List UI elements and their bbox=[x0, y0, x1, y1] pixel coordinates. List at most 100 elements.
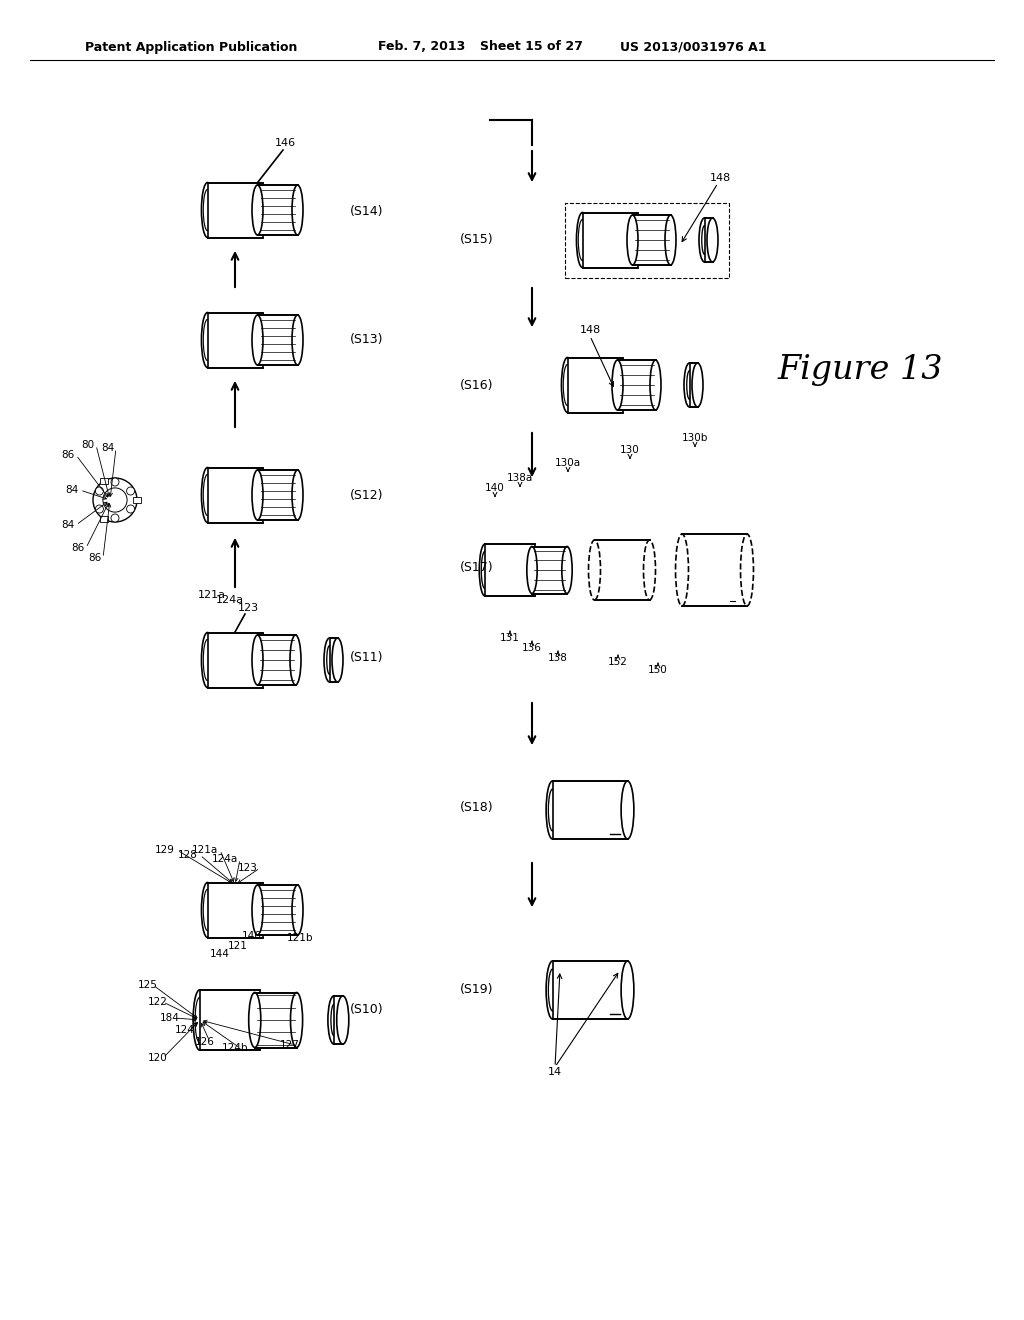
Text: 130b: 130b bbox=[682, 433, 709, 444]
Ellipse shape bbox=[202, 632, 214, 688]
Ellipse shape bbox=[643, 540, 655, 601]
Bar bbox=[257, 884, 298, 935]
Text: 128: 128 bbox=[178, 850, 198, 861]
Text: (S13): (S13) bbox=[350, 334, 384, 346]
Ellipse shape bbox=[202, 467, 214, 523]
Text: 120: 120 bbox=[148, 1053, 168, 1063]
Ellipse shape bbox=[650, 360, 662, 411]
Ellipse shape bbox=[327, 645, 332, 675]
Text: (S14): (S14) bbox=[350, 206, 384, 219]
Ellipse shape bbox=[699, 218, 710, 261]
Ellipse shape bbox=[202, 883, 214, 937]
FancyBboxPatch shape bbox=[100, 516, 108, 521]
Ellipse shape bbox=[252, 635, 263, 685]
Text: 86: 86 bbox=[72, 543, 85, 553]
Text: 125: 125 bbox=[138, 979, 158, 990]
Bar bbox=[595, 540, 649, 601]
Circle shape bbox=[127, 506, 134, 513]
Text: Figure 13: Figure 13 bbox=[777, 354, 943, 385]
Ellipse shape bbox=[546, 781, 559, 840]
Text: 148: 148 bbox=[580, 325, 601, 335]
Bar bbox=[565, 202, 728, 277]
Ellipse shape bbox=[290, 635, 301, 685]
Ellipse shape bbox=[204, 474, 212, 516]
Ellipse shape bbox=[292, 884, 303, 935]
Bar bbox=[257, 470, 298, 520]
Bar bbox=[553, 781, 628, 840]
Text: 124b: 124b bbox=[222, 1043, 248, 1053]
Text: Feb. 7, 2013: Feb. 7, 2013 bbox=[378, 41, 465, 54]
Ellipse shape bbox=[292, 185, 303, 235]
Bar bbox=[208, 467, 262, 523]
Text: Patent Application Publication: Patent Application Publication bbox=[85, 41, 297, 54]
Bar bbox=[485, 544, 535, 597]
Text: 86: 86 bbox=[88, 553, 101, 564]
Ellipse shape bbox=[622, 781, 634, 840]
Bar bbox=[208, 632, 262, 688]
Circle shape bbox=[95, 506, 103, 513]
Text: (S16): (S16) bbox=[460, 379, 494, 392]
Bar bbox=[255, 993, 297, 1048]
Ellipse shape bbox=[577, 213, 589, 268]
Ellipse shape bbox=[561, 358, 573, 412]
Ellipse shape bbox=[204, 639, 212, 681]
Text: (S18): (S18) bbox=[460, 801, 494, 814]
Text: 121a: 121a bbox=[191, 845, 218, 855]
Ellipse shape bbox=[202, 313, 214, 367]
Ellipse shape bbox=[479, 544, 490, 597]
Ellipse shape bbox=[481, 552, 488, 589]
Ellipse shape bbox=[331, 1005, 337, 1036]
Text: 84: 84 bbox=[66, 484, 79, 495]
Ellipse shape bbox=[202, 182, 214, 238]
Text: 146: 146 bbox=[274, 139, 296, 148]
Bar bbox=[532, 546, 567, 594]
Bar bbox=[208, 182, 262, 238]
Text: 184: 184 bbox=[160, 1012, 180, 1023]
Ellipse shape bbox=[546, 961, 559, 1019]
Text: 14: 14 bbox=[548, 1067, 562, 1077]
Text: 130a: 130a bbox=[555, 458, 581, 469]
Ellipse shape bbox=[252, 185, 263, 235]
Ellipse shape bbox=[562, 546, 572, 594]
Ellipse shape bbox=[204, 189, 212, 231]
Ellipse shape bbox=[292, 470, 303, 520]
Text: 148: 148 bbox=[710, 173, 731, 183]
Circle shape bbox=[93, 478, 137, 521]
Bar bbox=[633, 215, 671, 265]
Ellipse shape bbox=[707, 218, 718, 261]
Ellipse shape bbox=[337, 995, 349, 1044]
Text: 84: 84 bbox=[101, 444, 115, 453]
Ellipse shape bbox=[324, 638, 335, 682]
Text: 122: 122 bbox=[148, 997, 168, 1007]
Text: 121b: 121b bbox=[287, 933, 313, 942]
Text: 121a: 121a bbox=[198, 590, 226, 601]
Text: 124a: 124a bbox=[216, 595, 244, 605]
Bar bbox=[208, 313, 262, 367]
Text: 150: 150 bbox=[648, 665, 668, 675]
Ellipse shape bbox=[196, 998, 205, 1043]
FancyBboxPatch shape bbox=[100, 478, 108, 484]
Text: (S19): (S19) bbox=[460, 983, 494, 997]
Ellipse shape bbox=[701, 226, 708, 255]
Text: 129: 129 bbox=[155, 845, 175, 855]
Text: 86: 86 bbox=[61, 450, 75, 459]
Text: Sheet 15 of 27: Sheet 15 of 27 bbox=[480, 41, 583, 54]
Bar bbox=[330, 638, 338, 682]
Bar bbox=[553, 961, 628, 1019]
Bar bbox=[689, 363, 697, 407]
Text: (S15): (S15) bbox=[460, 234, 494, 247]
Circle shape bbox=[102, 488, 127, 512]
Circle shape bbox=[95, 487, 103, 495]
Text: 131: 131 bbox=[500, 634, 520, 643]
Text: (S17): (S17) bbox=[460, 561, 494, 574]
Text: 126: 126 bbox=[195, 1038, 215, 1047]
Ellipse shape bbox=[676, 535, 688, 606]
Bar bbox=[200, 990, 260, 1051]
Ellipse shape bbox=[684, 363, 695, 407]
Ellipse shape bbox=[204, 319, 212, 360]
Circle shape bbox=[127, 487, 134, 495]
Text: 144: 144 bbox=[210, 949, 230, 960]
Text: 130: 130 bbox=[621, 445, 640, 455]
Ellipse shape bbox=[612, 360, 623, 411]
Bar bbox=[334, 995, 343, 1044]
